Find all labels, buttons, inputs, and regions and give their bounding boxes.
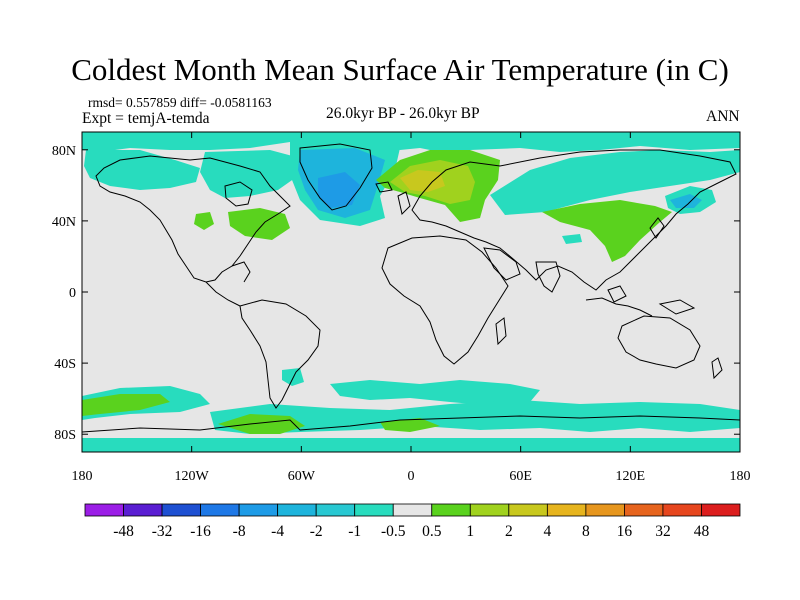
coastline-south-america: [239, 299, 321, 409]
lon-tick-label: 120E: [616, 469, 646, 484]
coastline-madagascar: [495, 317, 507, 346]
stats-text: rmsd= 0.557859 diff= -0.0581163: [88, 95, 272, 110]
fill-safrica-cyan: [330, 380, 540, 406]
colorbar-swatch: [238, 503, 279, 517]
colorbar-label: 8: [582, 523, 590, 540]
colorbar-label: 1: [466, 523, 474, 540]
colorbar-label: -32: [152, 523, 173, 540]
colorbar-label: -8: [233, 523, 246, 540]
colorbar-label: 32: [655, 523, 671, 540]
colorbar-swatch: [161, 503, 201, 517]
coastline-florida: [231, 261, 251, 283]
colorbar-swatch: [277, 503, 317, 517]
fill-south-pole-cyan: [82, 438, 740, 452]
coastline-india: [535, 261, 561, 293]
coastline-hudson-bay: [224, 181, 253, 207]
fill-central-asia-cyan: [562, 234, 582, 244]
colorbar-label: 2: [505, 523, 513, 540]
lon-tick-label: 60E: [509, 469, 532, 484]
fill-siberia-cyan: [490, 150, 740, 215]
fill-alaska-cyan: [84, 150, 200, 190]
lon-tick-label: 60W: [288, 469, 316, 484]
lat-tick-label: 40N: [52, 215, 76, 230]
colorbar-label: -4: [271, 523, 284, 540]
lat-axis: 80N 40N 0 40S 80S: [52, 144, 740, 443]
coastline-eurasia: [411, 149, 737, 291]
lon-tick-label: 0: [408, 469, 415, 484]
colorbar-label: 0.5: [422, 523, 442, 540]
lat-tick-label: 80S: [54, 428, 76, 443]
coastline-new-zealand: [711, 357, 723, 380]
coastline-north-america: [95, 155, 291, 283]
colorbar-label: -48: [113, 523, 134, 540]
fill-europe-yellow: [400, 170, 445, 192]
colorbar-label: -2: [310, 523, 323, 540]
colorbar-swatch: [315, 503, 356, 517]
coastline-uk: [397, 191, 411, 215]
colorbar-label: -0.5: [381, 523, 406, 540]
season-label: ANN: [706, 108, 740, 125]
fill-greenland-deepblue: [318, 172, 360, 208]
colorbar-swatch: [508, 503, 548, 517]
lat-tick-label: 0: [69, 286, 76, 301]
lon-tick-label: 180: [72, 469, 93, 484]
colorbar-swatch: [123, 503, 163, 517]
map-title: Coldest Month Mean Surface Air Temperatu…: [71, 52, 729, 87]
coastline-indonesia: [585, 297, 653, 317]
coastline-greenland: [299, 143, 373, 211]
fill-na-west-green: [194, 212, 214, 230]
coastline-antarctica: [82, 415, 740, 433]
coastline-africa: [381, 235, 509, 365]
coastline-central-america: [205, 281, 241, 307]
coastline-borneo: [607, 285, 627, 303]
colorbar-swatch: [662, 503, 702, 517]
fill-antarctic-green-east: [380, 418, 440, 432]
colorbar-swatch: [200, 503, 240, 517]
colorbar-swatch: [546, 503, 587, 517]
coastline-iceland: [375, 181, 393, 193]
colorbar-label: 48: [694, 523, 710, 540]
lon-axis: 180 120W 60W 0 60E 120E 180: [72, 132, 751, 484]
anomaly-fills: [82, 132, 740, 452]
coastline-australia: [617, 315, 701, 369]
fill-antarctic-green: [218, 414, 305, 434]
coastline-arabia: [483, 247, 521, 281]
colorbar-swatch: [585, 503, 625, 517]
colorbar: -48 -32 -16 -8 -4 -2 -1 -0.5 0.5 1 2 4 8 16 32 48: [84, 503, 741, 540]
colorbar-swatch: [84, 503, 124, 517]
colorbar-label: -1: [348, 523, 361, 540]
fill-southern-ocean-green: [82, 394, 170, 416]
coastline-new-guinea: [658, 299, 696, 315]
colorbar-label: -16: [190, 523, 211, 540]
lat-tick-label: 80N: [52, 144, 76, 159]
colorbar-label: 4: [543, 523, 551, 540]
colorbar-swatch: [354, 503, 394, 517]
experiment-label: Expt = temjA-temda: [82, 110, 210, 127]
lon-tick-label: 180: [730, 469, 751, 484]
colorbar-swatch: [701, 503, 741, 517]
fill-arctic-cyan: [82, 132, 740, 152]
lat-tick-label: 40S: [54, 357, 76, 372]
lon-tick-label: 120W: [175, 469, 210, 484]
fill-china-green: [542, 200, 672, 262]
colorbar-swatch: [469, 503, 510, 517]
period-label: 26.0kyr BP - 26.0kyr BP: [326, 105, 480, 122]
colorbar-swatch: [431, 503, 471, 517]
colorbar-swatch: [392, 503, 433, 517]
coastline-japan: [649, 217, 665, 239]
colorbar-label: 16: [617, 523, 633, 540]
coastlines: [82, 143, 740, 433]
colorbar-swatch: [624, 503, 664, 517]
